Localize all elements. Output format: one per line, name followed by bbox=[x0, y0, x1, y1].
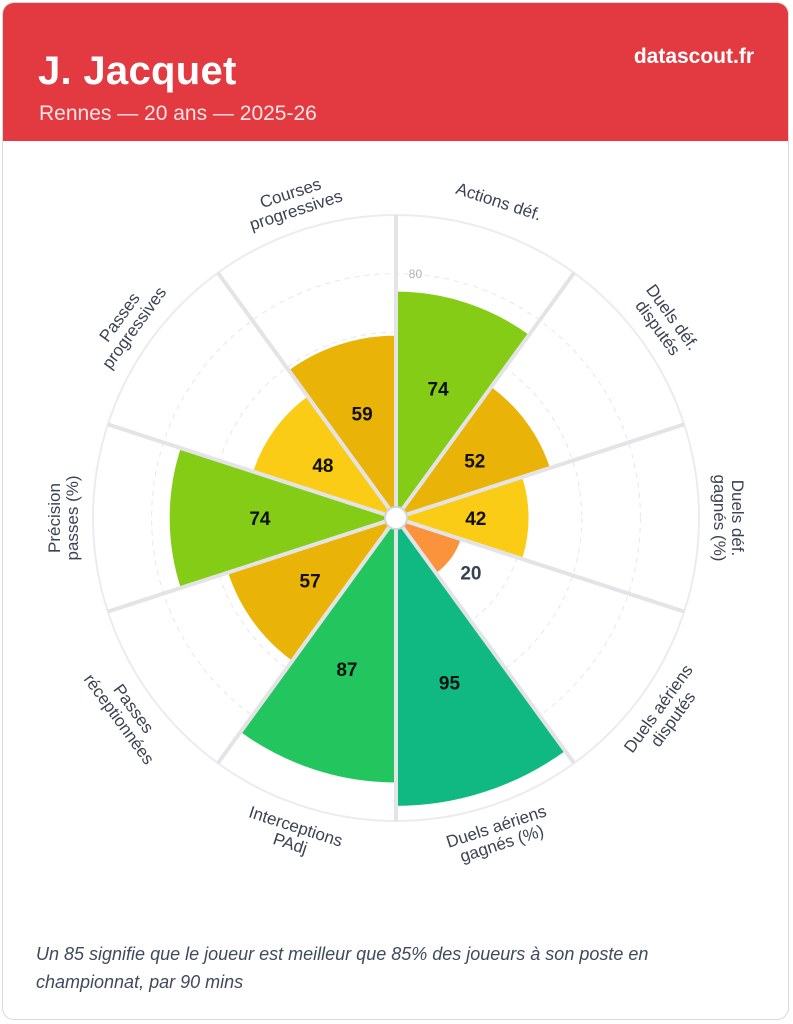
radar-value-label: 52 bbox=[464, 452, 485, 473]
radar-wedge bbox=[168, 447, 398, 589]
brand-link[interactable]: datascout.fr bbox=[633, 45, 754, 68]
radar-spoke bbox=[394, 516, 576, 765]
radar-value-label: 57 bbox=[300, 571, 321, 592]
radar-value-label: 20 bbox=[460, 563, 481, 584]
radar-wedge bbox=[394, 385, 552, 519]
radar-value-label: 95 bbox=[439, 674, 461, 695]
player-name: J. Jacquet bbox=[38, 49, 237, 93]
radar-spoke bbox=[394, 271, 576, 520]
radar-center-hub bbox=[384, 506, 408, 530]
radar-wedge bbox=[395, 516, 567, 807]
radar-wedge bbox=[395, 290, 531, 520]
radar-spoke bbox=[107, 516, 397, 614]
radar-wedge bbox=[252, 395, 398, 519]
player-subtitle: Rennes — 20 ans — 2025-26 bbox=[39, 102, 317, 125]
radar-value-label: 48 bbox=[312, 456, 333, 477]
radar-ring-tick-label: 80 bbox=[409, 267, 423, 281]
radar-value-label: 59 bbox=[352, 405, 373, 426]
radar-value-label: 74 bbox=[428, 380, 450, 401]
radar-spoke bbox=[216, 271, 398, 520]
radar-wedge bbox=[227, 517, 398, 662]
radar-value-label: 42 bbox=[465, 509, 486, 530]
radar-spoke bbox=[395, 422, 685, 520]
radar-spoke bbox=[107, 422, 397, 520]
footer-note: Un 85 signifie que le joueur est meilleu… bbox=[36, 944, 649, 992]
radar-spoke bbox=[395, 516, 685, 614]
radar-category-label: Duels déf.gagnés (%) bbox=[710, 475, 747, 562]
radar-category-label: Précisionpasses (%) bbox=[45, 475, 82, 560]
radar-category-label: Actions déf. bbox=[454, 179, 544, 225]
radar-wedge bbox=[287, 334, 397, 520]
radar-wedge bbox=[239, 516, 397, 784]
radar-spoke bbox=[216, 516, 398, 765]
header-banner: J. Jacquet Rennes — 20 ans — 2025-26 dat… bbox=[3, 3, 788, 141]
radar-value-label: 87 bbox=[336, 660, 357, 681]
radar-value-label: 74 bbox=[249, 509, 271, 530]
percentile-radar-chart: 80 74 52 42 20 95 87 57 74 48 59 Actions déf. Duels … bbox=[45, 174, 747, 866]
